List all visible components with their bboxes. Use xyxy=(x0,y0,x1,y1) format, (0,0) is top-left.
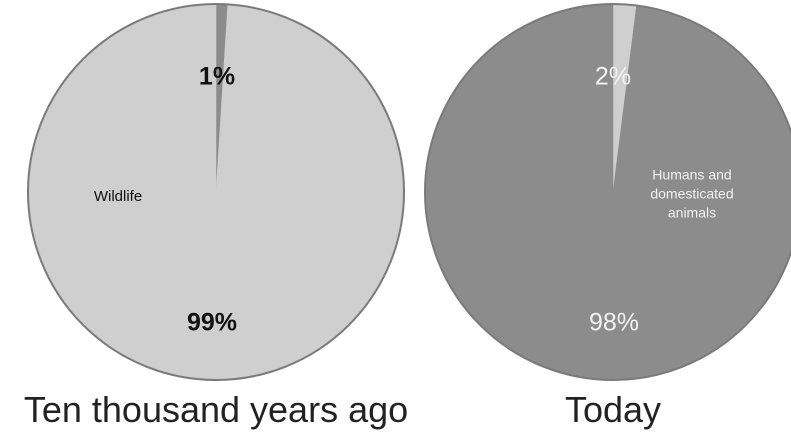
caption-ten-thousand-years-ago: Ten thousand years ago xyxy=(23,389,409,430)
category-label-line: domesticated xyxy=(650,186,733,202)
value-label-98-percent: 98% xyxy=(589,309,639,337)
value-label-1-percent: 1% xyxy=(199,63,235,91)
category-label-line: animals xyxy=(668,205,716,221)
pie-rim xyxy=(424,3,791,381)
value-label-99-percent: 99% xyxy=(187,309,237,337)
pie-ten-thousand-years-ago: 1% 99% Wildlife xyxy=(27,3,405,381)
pie-today: 2% 98% Humans and domesticated animals xyxy=(424,3,791,381)
value-label-2-percent: 2% xyxy=(595,63,631,91)
caption-today: Today xyxy=(564,389,662,430)
category-label-line: Humans and xyxy=(652,167,731,183)
pie-rim xyxy=(27,3,405,381)
category-label: Wildlife xyxy=(94,188,142,205)
